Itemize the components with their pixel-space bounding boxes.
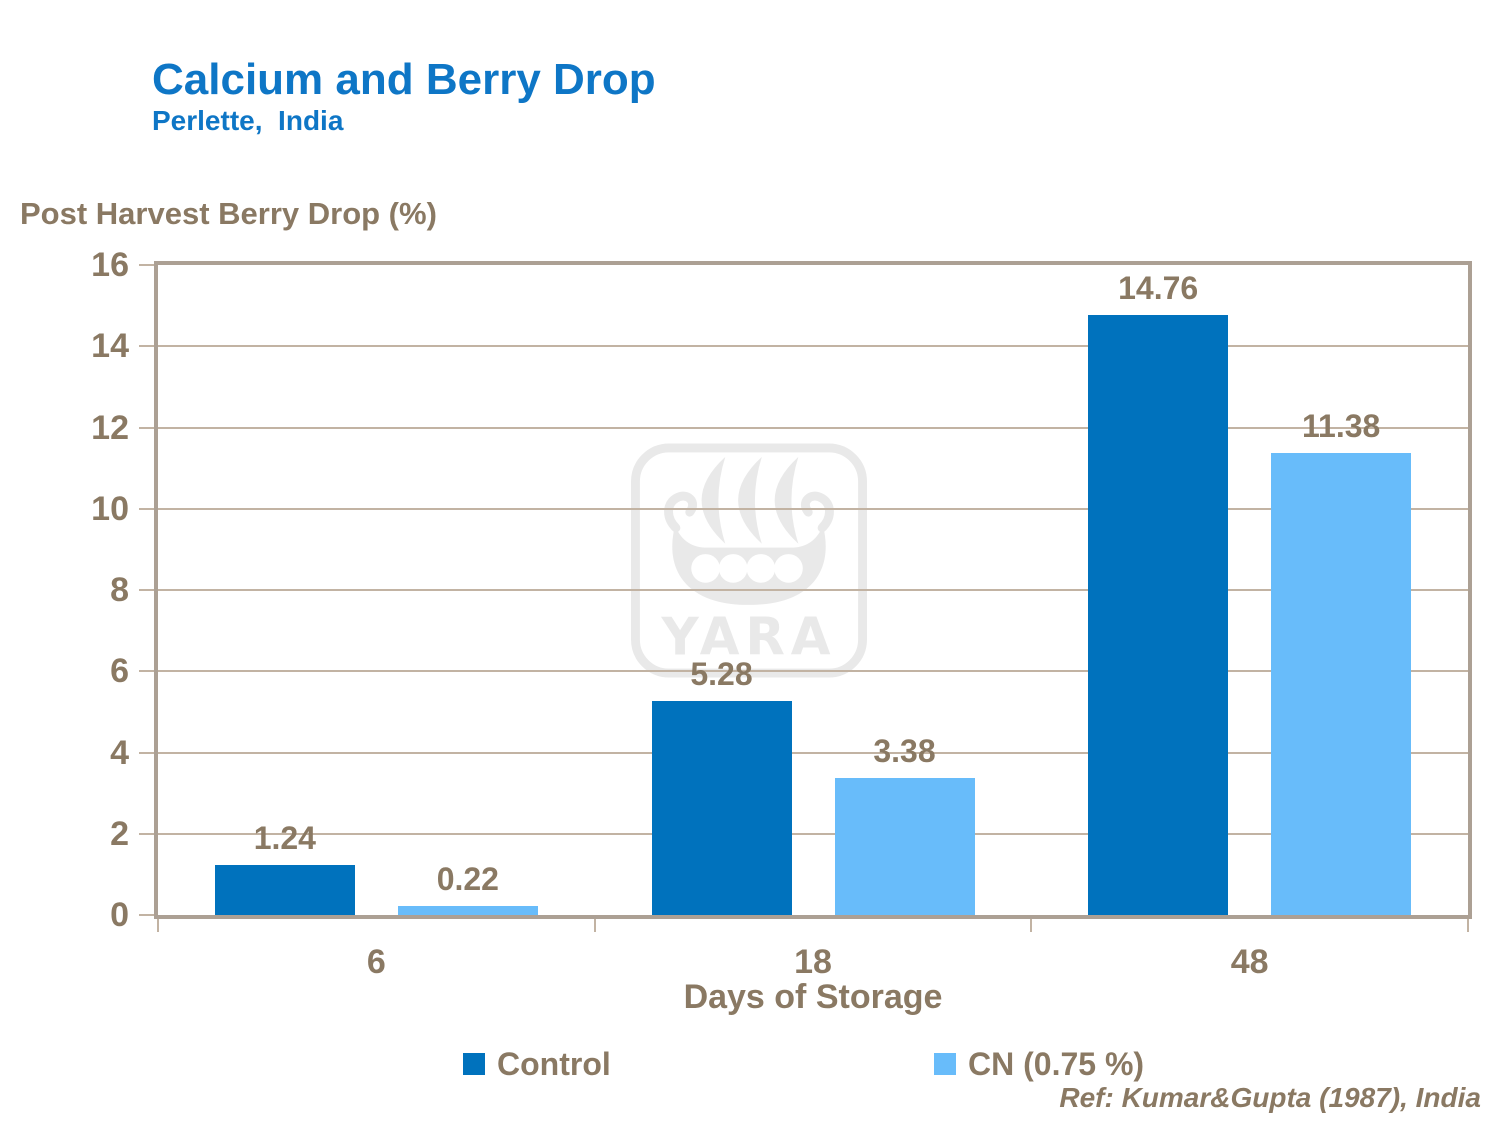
y-tick-4: [139, 751, 154, 754]
gridline-2: [158, 832, 1468, 835]
x-tick-1: [593, 919, 596, 932]
chart-subtitle: Perlette, India: [152, 105, 344, 137]
y-tick-10: [139, 507, 154, 510]
x-category-label-6: 6: [366, 943, 386, 981]
y-axis-title: Post Harvest Berry Drop (%): [20, 196, 437, 231]
gridline-6: [158, 670, 1468, 673]
plot-area: YARA 0 2 4 6 8 10 12 14 16 6 18 48 1.24 5.28 14.76 0.22…: [91, 246, 1472, 981]
watermark-text: YARA: [661, 607, 837, 667]
y-tick-2: [139, 832, 154, 835]
bar-control-6: [214, 864, 355, 915]
y-tick-8: [139, 589, 154, 591]
legend-label-control: Control: [497, 1045, 611, 1082]
bar-cn-0-75-18: [834, 777, 975, 915]
y-tick-label-2: 2: [110, 814, 129, 853]
y-tick-label-16: 16: [91, 246, 129, 284]
chart-title: Calcium and Berry Drop: [152, 55, 656, 104]
y-tick-label-4: 4: [110, 733, 129, 772]
x-tick-0: [157, 919, 159, 932]
yara-logo-watermark-icon: YARA: [631, 443, 867, 678]
y-tick-0: [139, 914, 154, 916]
bar-control-48: [1088, 315, 1229, 915]
legend-item-control: Control: [463, 1046, 611, 1082]
gridline-12: [158, 426, 1468, 429]
y-tick-label-8: 8: [110, 571, 129, 609]
bar-value-label-48-1: 11.38: [1302, 407, 1381, 444]
header: Calcium and Berry Drop Perlette, India: [152, 55, 656, 138]
y-tick-label-14: 14: [91, 327, 129, 366]
y-tick-12: [139, 426, 154, 429]
y-tick-label-10: 10: [91, 489, 129, 528]
gridline-10: [158, 507, 1468, 510]
legend-swatch-cn: [934, 1053, 956, 1075]
x-tick-3: [1467, 919, 1469, 932]
y-tick-6: [139, 670, 154, 673]
bar-cn-0-75-48: [1271, 452, 1412, 915]
y-tick-label-6: 6: [110, 652, 129, 691]
x-axis-title: Days of Storage: [683, 978, 943, 1016]
legend-label-cn: CN (0.75 %): [968, 1045, 1145, 1082]
x-category-label-48: 48: [1230, 943, 1269, 981]
legend-item-cn: CN (0.75 %): [934, 1046, 1144, 1082]
bar-value-label-6-0: 1.24: [253, 819, 316, 856]
y-tick-14: [139, 345, 154, 348]
bar-value-label-6-1: 0.22: [436, 861, 499, 898]
x-tick-2: [1030, 919, 1033, 932]
bar-value-label-18-1: 3.38: [873, 732, 936, 769]
gridline-8: [158, 589, 1468, 591]
y-tick-label-0: 0: [110, 896, 129, 934]
x-category-label-18: 18: [794, 943, 832, 981]
bar-control-18: [651, 700, 792, 915]
gridline-14: [158, 345, 1468, 348]
bar-value-label-18-0: 5.28: [690, 655, 753, 692]
bar-cn-0-75-6: [397, 906, 538, 915]
reference-note: Ref: Kumar&Gupta (1987), India: [1059, 1082, 1481, 1113]
gridline-4: [158, 751, 1468, 754]
legend-swatch-control: [463, 1053, 485, 1075]
y-tick-16: [139, 264, 154, 266]
y-tick-label-12: 12: [91, 408, 129, 447]
bar-value-label-48-0: 14.76: [1118, 270, 1199, 307]
